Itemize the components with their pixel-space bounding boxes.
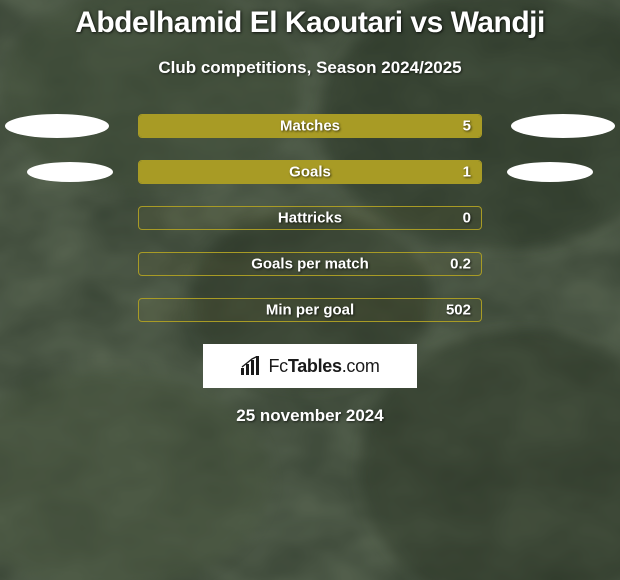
site-logo[interactable]: FcTables.com [203, 344, 417, 388]
stat-row: Min per goal 502 [5, 298, 615, 322]
chart-icon [240, 356, 262, 376]
stat-value: 502 [446, 302, 471, 319]
stat-label: Min per goal [266, 302, 354, 319]
stat-bar: Goals 1 [138, 160, 482, 184]
player1-ellipse [27, 162, 113, 182]
stat-bar: Min per goal 502 [138, 298, 482, 322]
spacer [511, 252, 615, 276]
logo-text: FcTables.com [268, 356, 379, 377]
stat-row: Goals per match 0.2 [5, 252, 615, 276]
stat-bar: Goals per match 0.2 [138, 252, 482, 276]
stat-value: 0.2 [450, 256, 471, 273]
stat-row: Hattricks 0 [5, 206, 615, 230]
snapshot-date: 25 november 2024 [0, 406, 620, 426]
stat-value: 0 [463, 210, 471, 227]
stat-row: Goals 1 [5, 160, 615, 184]
stat-label: Goals per match [251, 256, 369, 273]
spacer [511, 206, 615, 230]
stat-rows: Matches 5 Goals 1 Hattricks 0 Goals per match 0… [0, 114, 620, 322]
stat-label: Goals [289, 164, 331, 181]
stat-value: 5 [463, 118, 471, 135]
stat-bar: Hattricks 0 [138, 206, 482, 230]
player2-ellipse [507, 162, 593, 182]
stat-value: 1 [463, 164, 471, 181]
spacer [5, 298, 109, 322]
spacer [511, 298, 615, 322]
stat-row: Matches 5 [5, 114, 615, 138]
spacer [5, 206, 109, 230]
comparison-title: Abdelhamid El Kaoutari vs Wandji [0, 6, 620, 40]
stat-label: Matches [280, 118, 340, 135]
stat-label: Hattricks [278, 210, 342, 227]
player2-ellipse [511, 114, 615, 138]
stat-bar: Matches 5 [138, 114, 482, 138]
comparison-subtitle: Club competitions, Season 2024/2025 [0, 58, 620, 78]
player1-ellipse [5, 114, 109, 138]
spacer [5, 252, 109, 276]
